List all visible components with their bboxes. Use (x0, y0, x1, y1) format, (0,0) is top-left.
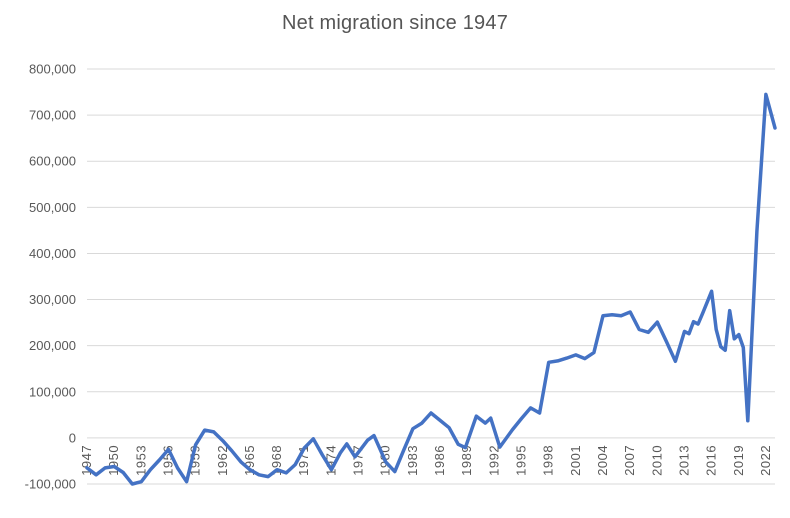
y-axis-tick-label: -100,000 (25, 477, 76, 492)
x-axis-tick-label: 1989 (459, 445, 474, 476)
x-axis-tick-label: 1977 (351, 445, 366, 476)
y-axis-tick-label: 100,000 (29, 384, 76, 399)
x-axis-tick-label: 2019 (731, 445, 746, 476)
y-axis-tick-label: 800,000 (29, 62, 76, 77)
x-axis-tick-label: 1983 (405, 445, 420, 476)
y-axis-tick-label: 0 (69, 430, 76, 445)
x-axis-tick-label: 1953 (133, 445, 148, 476)
x-axis-tick-label: 2001 (568, 445, 583, 476)
x-axis-tick-label: 2007 (622, 445, 637, 476)
y-axis-tick-label: 400,000 (29, 246, 76, 261)
x-axis-tick-label: 1968 (269, 445, 284, 476)
y-axis-tick-label: 500,000 (29, 200, 76, 215)
x-axis-tick-label: 2004 (595, 445, 610, 476)
chart-title: Net migration since 1947 (281, 12, 509, 34)
x-axis-tick-label: 1986 (432, 445, 447, 476)
y-axis-tick-label: 600,000 (29, 154, 76, 169)
x-axis-tick-label: 2022 (758, 445, 773, 476)
y-axis-tick-label: 200,000 (29, 338, 76, 353)
y-axis-tick-label: 700,000 (29, 108, 76, 123)
x-axis-tick-label: 1992 (486, 445, 501, 476)
net-migration-series-line (85, 92, 777, 486)
x-axis-tick-label: 1974 (323, 445, 338, 476)
x-axis-tick-label: 1998 (541, 445, 556, 476)
x-axis-tick-label: 1947 (79, 445, 94, 476)
x-axis-tick-label: 2010 (649, 445, 664, 476)
x-axis-tick-label: 1995 (514, 445, 529, 476)
x-axis-tick-label: 2016 (704, 445, 719, 476)
x-axis-tick-label: 1962 (215, 445, 230, 476)
x-axis-tick-label: 2013 (676, 445, 691, 476)
y-axis-tick-label: 300,000 (29, 292, 76, 307)
